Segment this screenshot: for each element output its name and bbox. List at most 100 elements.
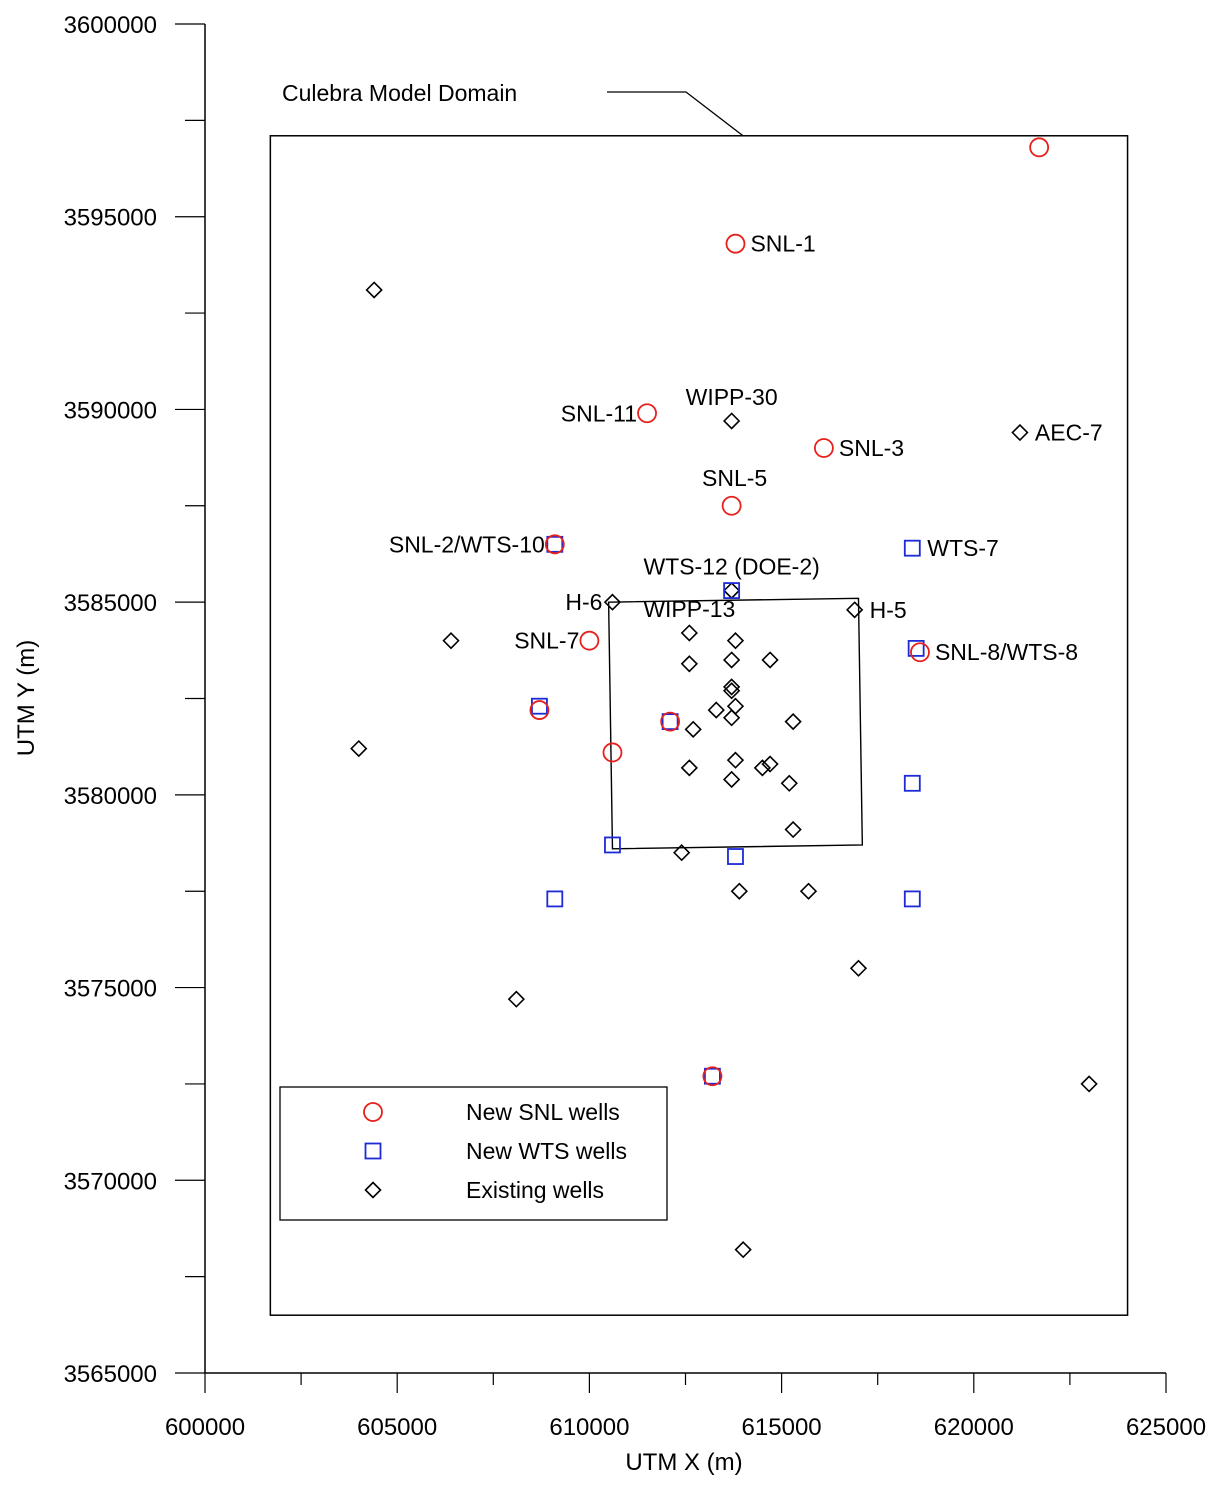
well-label: WTS-7 xyxy=(927,535,999,561)
existing-well-marker xyxy=(680,759,698,777)
snl-well-marker xyxy=(579,630,600,651)
x-tick-label: 610000 xyxy=(549,1414,629,1441)
snl-well-marker xyxy=(910,642,930,663)
legend-label: New SNL wells xyxy=(466,1099,620,1125)
wipp-boundary-outline xyxy=(607,597,864,850)
existing-well-marker xyxy=(507,990,525,1008)
well-label: SNL-5 xyxy=(702,465,767,491)
existing-well-marker xyxy=(734,1241,752,1259)
x-tick-label: 600000 xyxy=(165,1414,245,1441)
existing-well-marker xyxy=(761,651,779,669)
legend-box xyxy=(279,1086,668,1221)
existing-well-marker xyxy=(680,624,698,642)
x-tick-label: 615000 xyxy=(742,1414,822,1441)
snl-well-marker xyxy=(725,233,746,254)
wts-well-marker xyxy=(604,836,621,854)
legend-label: New WTS wells xyxy=(466,1138,627,1164)
existing-well-marker xyxy=(730,882,748,900)
existing-well-marker xyxy=(365,281,383,299)
existing-well-marker xyxy=(1080,1075,1098,1093)
wts-well-marker xyxy=(704,1067,721,1085)
existing-well-marker xyxy=(849,959,868,977)
snl-well-marker xyxy=(544,534,565,555)
well-label: SNL-8/WTS-8 xyxy=(935,639,1078,665)
snl-well-marker xyxy=(721,495,742,516)
existing-well-marker xyxy=(722,770,741,789)
wts-well-marker xyxy=(723,582,741,599)
wts-well-marker xyxy=(727,848,744,865)
wts-well-marker xyxy=(661,713,679,731)
well-label: H-5 xyxy=(870,597,907,623)
domain-rect xyxy=(269,135,1129,1316)
existing-well-marker xyxy=(722,709,741,727)
well-markers xyxy=(350,137,1098,1259)
well-label: WIPP-13 xyxy=(643,596,735,622)
domain-label: Culebra Model Domain xyxy=(282,80,517,106)
legend-existing-well-icon xyxy=(364,1181,382,1199)
snl-well-marker xyxy=(529,700,550,720)
snl-well-marker xyxy=(637,403,657,424)
well-label: SNL-3 xyxy=(839,435,904,461)
axes: 600000 605000 610000 615000 620000 625000 3565… xyxy=(64,12,1206,1441)
wts-well-marker xyxy=(546,535,564,553)
existing-well-marker xyxy=(722,678,741,696)
wts-well-marker xyxy=(907,639,925,657)
snl-well-marker xyxy=(660,711,681,732)
existing-well-marker xyxy=(707,701,725,719)
existing-well-marker xyxy=(673,844,691,862)
existing-well-marker xyxy=(1011,423,1029,442)
existing-well-marker xyxy=(442,632,460,650)
existing-well-marker xyxy=(846,601,864,619)
existing-well-marker xyxy=(784,820,802,839)
x-tick-label: 625000 xyxy=(1126,1414,1206,1441)
existing-well-marker xyxy=(722,651,741,669)
snl-well-marker xyxy=(602,742,623,763)
existing-well-marker xyxy=(784,712,802,731)
snl-well-marker xyxy=(813,438,834,458)
y-tick-label: 3580000 xyxy=(64,783,157,810)
well-labels: SNL-1 SNL-11 WIPP-30 SNL-3 AEC-7 SNL-5 SNL-2/W… xyxy=(389,231,1103,666)
y-tick-label: 3595000 xyxy=(64,205,157,232)
existing-well-marker xyxy=(780,774,798,792)
existing-well-marker xyxy=(761,755,779,773)
wts-well-marker xyxy=(903,539,921,557)
well-label: SNL-7 xyxy=(514,628,579,654)
existing-well-marker xyxy=(684,720,702,738)
well-label: AEC-7 xyxy=(1035,420,1103,446)
well-label: SNL-2/WTS-10 xyxy=(389,531,545,557)
existing-well-marker xyxy=(726,751,745,769)
existing-well-marker xyxy=(722,412,741,430)
existing-well-marker xyxy=(680,655,698,673)
x-tick-label: 620000 xyxy=(934,1414,1014,1441)
well-label: SNL-11 xyxy=(561,400,637,426)
snl-well-marker xyxy=(702,1066,723,1087)
wts-well-marker xyxy=(903,774,921,792)
wts-well-marker xyxy=(546,890,564,908)
existing-well-marker xyxy=(799,882,818,900)
wts-well-marker xyxy=(903,890,921,908)
model-domain: Culebra Model Domain xyxy=(269,80,1129,1316)
y-tick-label: 3600000 xyxy=(64,12,157,39)
legend-label: Existing wells xyxy=(466,1177,604,1203)
legend-snl-well-icon xyxy=(363,1102,383,1122)
existing-well-marker xyxy=(726,632,745,650)
existing-well-marker xyxy=(350,739,368,758)
x-axis-title: UTM X (m) xyxy=(625,1449,742,1476)
y-axis-title: UTM Y (m) xyxy=(13,640,40,756)
y-tick-label: 3585000 xyxy=(64,590,157,617)
well-label: WIPP-30 xyxy=(686,384,778,410)
existing-well-marker xyxy=(722,682,741,700)
legend-wts-well-icon xyxy=(364,1142,382,1160)
existing-well-marker xyxy=(753,759,772,777)
legend: New SNL wells New WTS wells Existing wells xyxy=(279,1086,668,1221)
well-label: SNL-1 xyxy=(750,231,815,257)
wipp-boundary xyxy=(607,597,864,850)
well-label: WTS-12 (DOE-2) xyxy=(643,554,819,580)
domain-leader-line xyxy=(607,91,744,137)
x-tick-label: 605000 xyxy=(357,1414,437,1441)
y-tick-label: 3575000 xyxy=(64,976,157,1003)
y-tick-label: 3590000 xyxy=(64,397,157,424)
y-tick-label: 3570000 xyxy=(64,1168,157,1195)
